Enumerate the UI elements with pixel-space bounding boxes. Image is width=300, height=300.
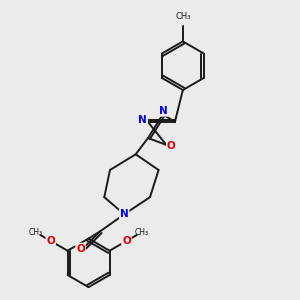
Text: O: O [76,244,85,254]
Text: CH₃: CH₃ [29,228,43,237]
Text: CH₃: CH₃ [134,228,148,237]
Text: N: N [139,115,147,125]
Text: O: O [46,236,55,246]
Text: N: N [159,106,168,116]
Text: O: O [167,141,176,151]
Text: CH₃: CH₃ [175,12,190,21]
Text: N: N [120,209,129,219]
Text: O: O [122,236,131,246]
